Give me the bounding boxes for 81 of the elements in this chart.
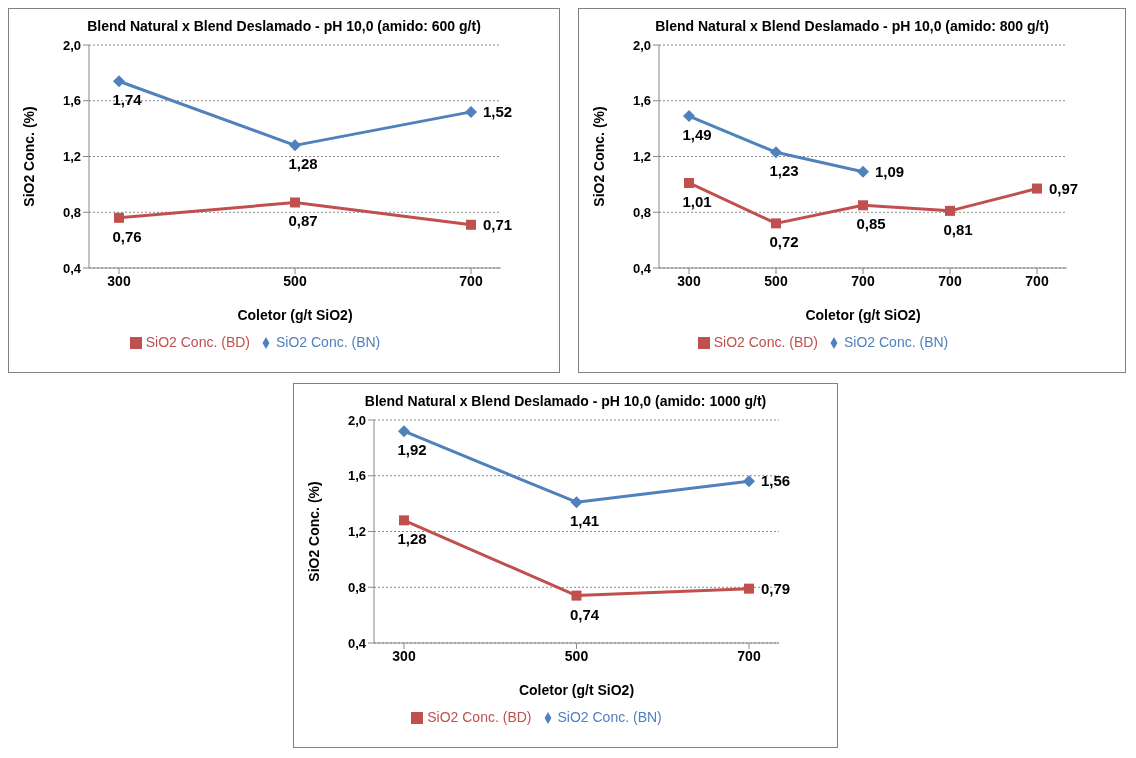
y-tick-label: 1,2 [62,149,81,165]
y-tick-label: 2,0 [347,412,366,428]
x-tick-label: 500 [564,647,589,664]
y-tick-label: 0,8 [632,204,651,220]
point [571,590,582,601]
x-tick-label: 500 [283,272,307,289]
x-tick-label: 500 [764,272,788,289]
x-tick-label: 300 [677,272,701,289]
legend-label: SiO2 Conc. (BN) [557,709,662,725]
x-axis-title: Coletor (g/t SiO2) [518,682,635,698]
y-tick-label: 1,6 [347,468,366,484]
data-label: 1,52 [483,102,513,120]
point [398,425,410,438]
point [744,583,754,594]
point [465,105,477,118]
y-tick-label: 1,2 [632,149,651,165]
y-tick-label: 1,6 [62,93,81,109]
y-tick-label: 1,2 [347,524,366,540]
data-label: 1,92 [397,441,427,459]
data-label: 0,72 [769,233,799,251]
point [113,75,125,88]
y-tick-label: 0,4 [347,635,367,651]
x-tick-label: 700 [459,272,483,289]
legend-label: SiO2 Conc. (BD) [145,334,250,350]
y-tick-label: 0,8 [347,579,366,595]
point [771,218,781,229]
data-label: 1,74 [112,91,143,109]
data-label: 1,09 [875,162,905,180]
data-label: 1,23 [769,162,799,180]
legend-label: SiO2 Conc. (BD) [427,709,532,725]
x-axis-title: Coletor (g/t SiO2) [237,307,353,323]
point [289,139,301,152]
y-tick-label: 0,4 [62,260,82,276]
point [570,496,583,509]
y-axis-title: SiO2 Conc. (%) [590,106,607,207]
point [1032,183,1042,194]
chart-title: Blend Natural x Blend Deslamado - pH 10,0 (amido: 1000 g/t) [363,392,768,410]
data-label: 0,76 [112,227,142,245]
point [683,110,695,123]
x-tick-label: 700 [851,272,875,289]
x-tick-label: 700 [1025,272,1049,289]
data-label: 1,56 [761,472,791,490]
x-axis-title: Coletor (g/t SiO2) [805,307,921,323]
chart-title: Blend Natural x Blend Deslamado - pH 10,0 (amido: 800 g/t) [654,17,1050,35]
data-label: 1,01 [682,192,712,210]
y-axis-title: SiO2 Conc. (%) [20,106,37,207]
y-tick-label: 1,6 [632,93,651,109]
point [399,515,409,526]
legend-label: SiO2 Conc. (BN) [844,334,949,350]
legend-label: SiO2 Conc. (BD) [713,334,818,350]
y-axis-title: SiO2 Conc. (%) [305,481,322,582]
data-label: 1,41 [569,512,600,530]
data-label: 0,87 [288,212,318,230]
y-tick-label: 0,4 [632,260,652,276]
data-label: 0,71 [483,215,513,233]
data-label: 0,81 [943,220,973,238]
y-tick-label: 0,8 [62,204,81,220]
point [858,200,868,211]
chart-title: Blend Natural x Blend Deslamado - pH 10,0 (amido: 600 g/t) [86,17,482,35]
y-tick-label: 2,0 [62,37,81,53]
x-tick-label: 700 [737,647,761,664]
y-tick-label: 2,0 [632,37,651,53]
point [466,219,476,230]
point [743,475,755,488]
data-label: 0,85 [856,215,886,233]
data-label: 1,49 [682,126,712,144]
point [857,165,869,178]
data-label: 0,97 [1049,179,1079,197]
x-tick-label: 300 [392,647,416,664]
point [684,177,694,188]
data-label: 1,28 [397,530,427,548]
x-tick-label: 300 [107,272,131,289]
data-label: 0,79 [761,579,791,597]
legend-label: SiO2 Conc. (BN) [276,334,381,350]
x-tick-label: 700 [938,272,962,289]
data-label: 0,74 [569,605,600,623]
data-label: 1,28 [288,155,318,173]
point [770,146,782,159]
point [945,205,955,216]
point [290,197,300,208]
point [114,212,124,223]
